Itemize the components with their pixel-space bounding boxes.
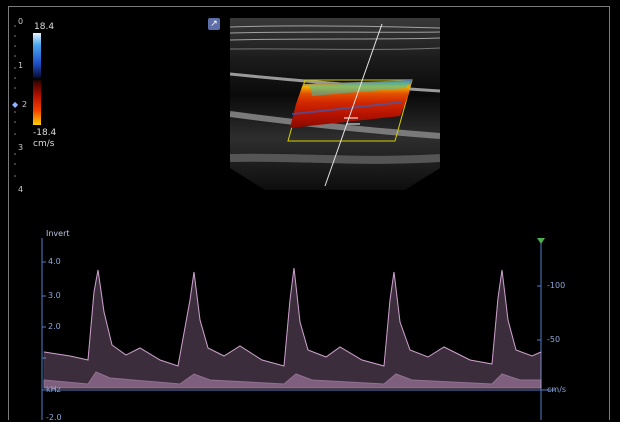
depth-tick-0: 0: [18, 17, 24, 26]
probe-angle-icon[interactable]: ↗: [208, 18, 220, 30]
baseline-right-label: cm/s: [547, 385, 567, 394]
color-bar: [33, 33, 41, 125]
invert-label[interactable]: Invert: [46, 229, 70, 238]
khz-tick-2: 2.0: [48, 322, 61, 331]
below-baseline-tick: -2.0: [46, 413, 62, 422]
color-scale-bottom: -18.4: [33, 128, 57, 138]
baseline-left-label: kHz: [46, 385, 61, 394]
depth-tick-2: 2: [22, 100, 28, 109]
depth-dots: [14, 25, 16, 177]
focus-marker-icon: ◆: [12, 100, 19, 109]
depth-tick-3: 3: [18, 143, 24, 152]
velocity-tick-100: -100: [547, 281, 566, 290]
bmode-image: [230, 18, 440, 190]
khz-tick-4: 4.0: [48, 257, 61, 266]
color-scale-top: 18.4: [34, 22, 55, 32]
depth-tick-1: 1: [18, 61, 24, 70]
color-scale-unit: cm/s: [33, 139, 55, 149]
depth-tick-4: 4: [18, 185, 24, 194]
khz-tick-3: 3.0: [48, 291, 61, 300]
velocity-tick-50: -50: [547, 335, 561, 344]
viewport-frame: [8, 6, 610, 420]
